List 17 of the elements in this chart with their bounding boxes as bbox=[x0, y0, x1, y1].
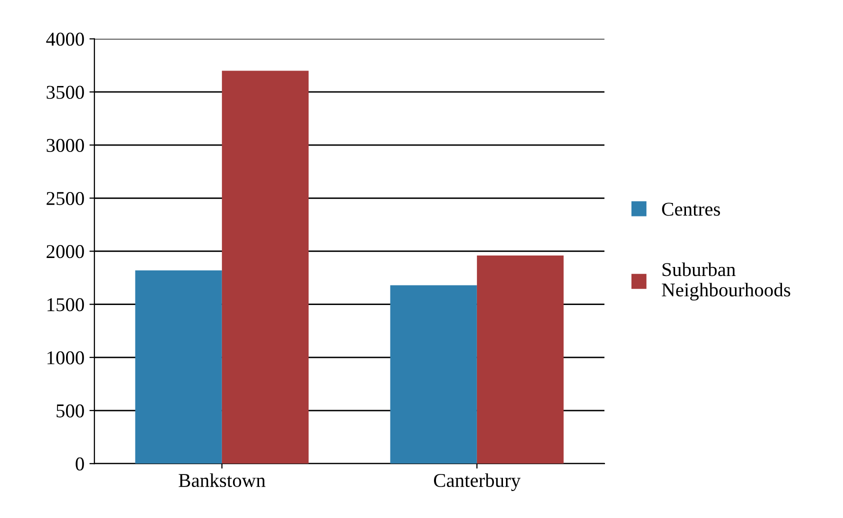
y-tick-label: 3500 bbox=[46, 86, 84, 99]
y-tick-label: 500 bbox=[56, 404, 84, 418]
y-tick-label: 4000 bbox=[46, 32, 84, 46]
x-tick-label: Canterbury bbox=[434, 473, 521, 492]
x-tick-label: Bankstown bbox=[178, 473, 266, 488]
y-tick-label: 2000 bbox=[46, 245, 84, 258]
y-tick-label: 2500 bbox=[46, 192, 84, 206]
y-tick-label: 1500 bbox=[48, 298, 84, 312]
y-tick-label: 0 bbox=[76, 457, 84, 471]
bar bbox=[135, 270, 222, 464]
legend-label: Suburban Neighbourhoods bbox=[662, 262, 790, 301]
bar bbox=[390, 285, 477, 464]
y-tick-label: 1000 bbox=[48, 351, 84, 364]
bar bbox=[222, 70, 309, 464]
bar bbox=[476, 255, 564, 464]
legend-label: Centres bbox=[662, 202, 720, 216]
y-tick-label: 3000 bbox=[46, 138, 84, 152]
